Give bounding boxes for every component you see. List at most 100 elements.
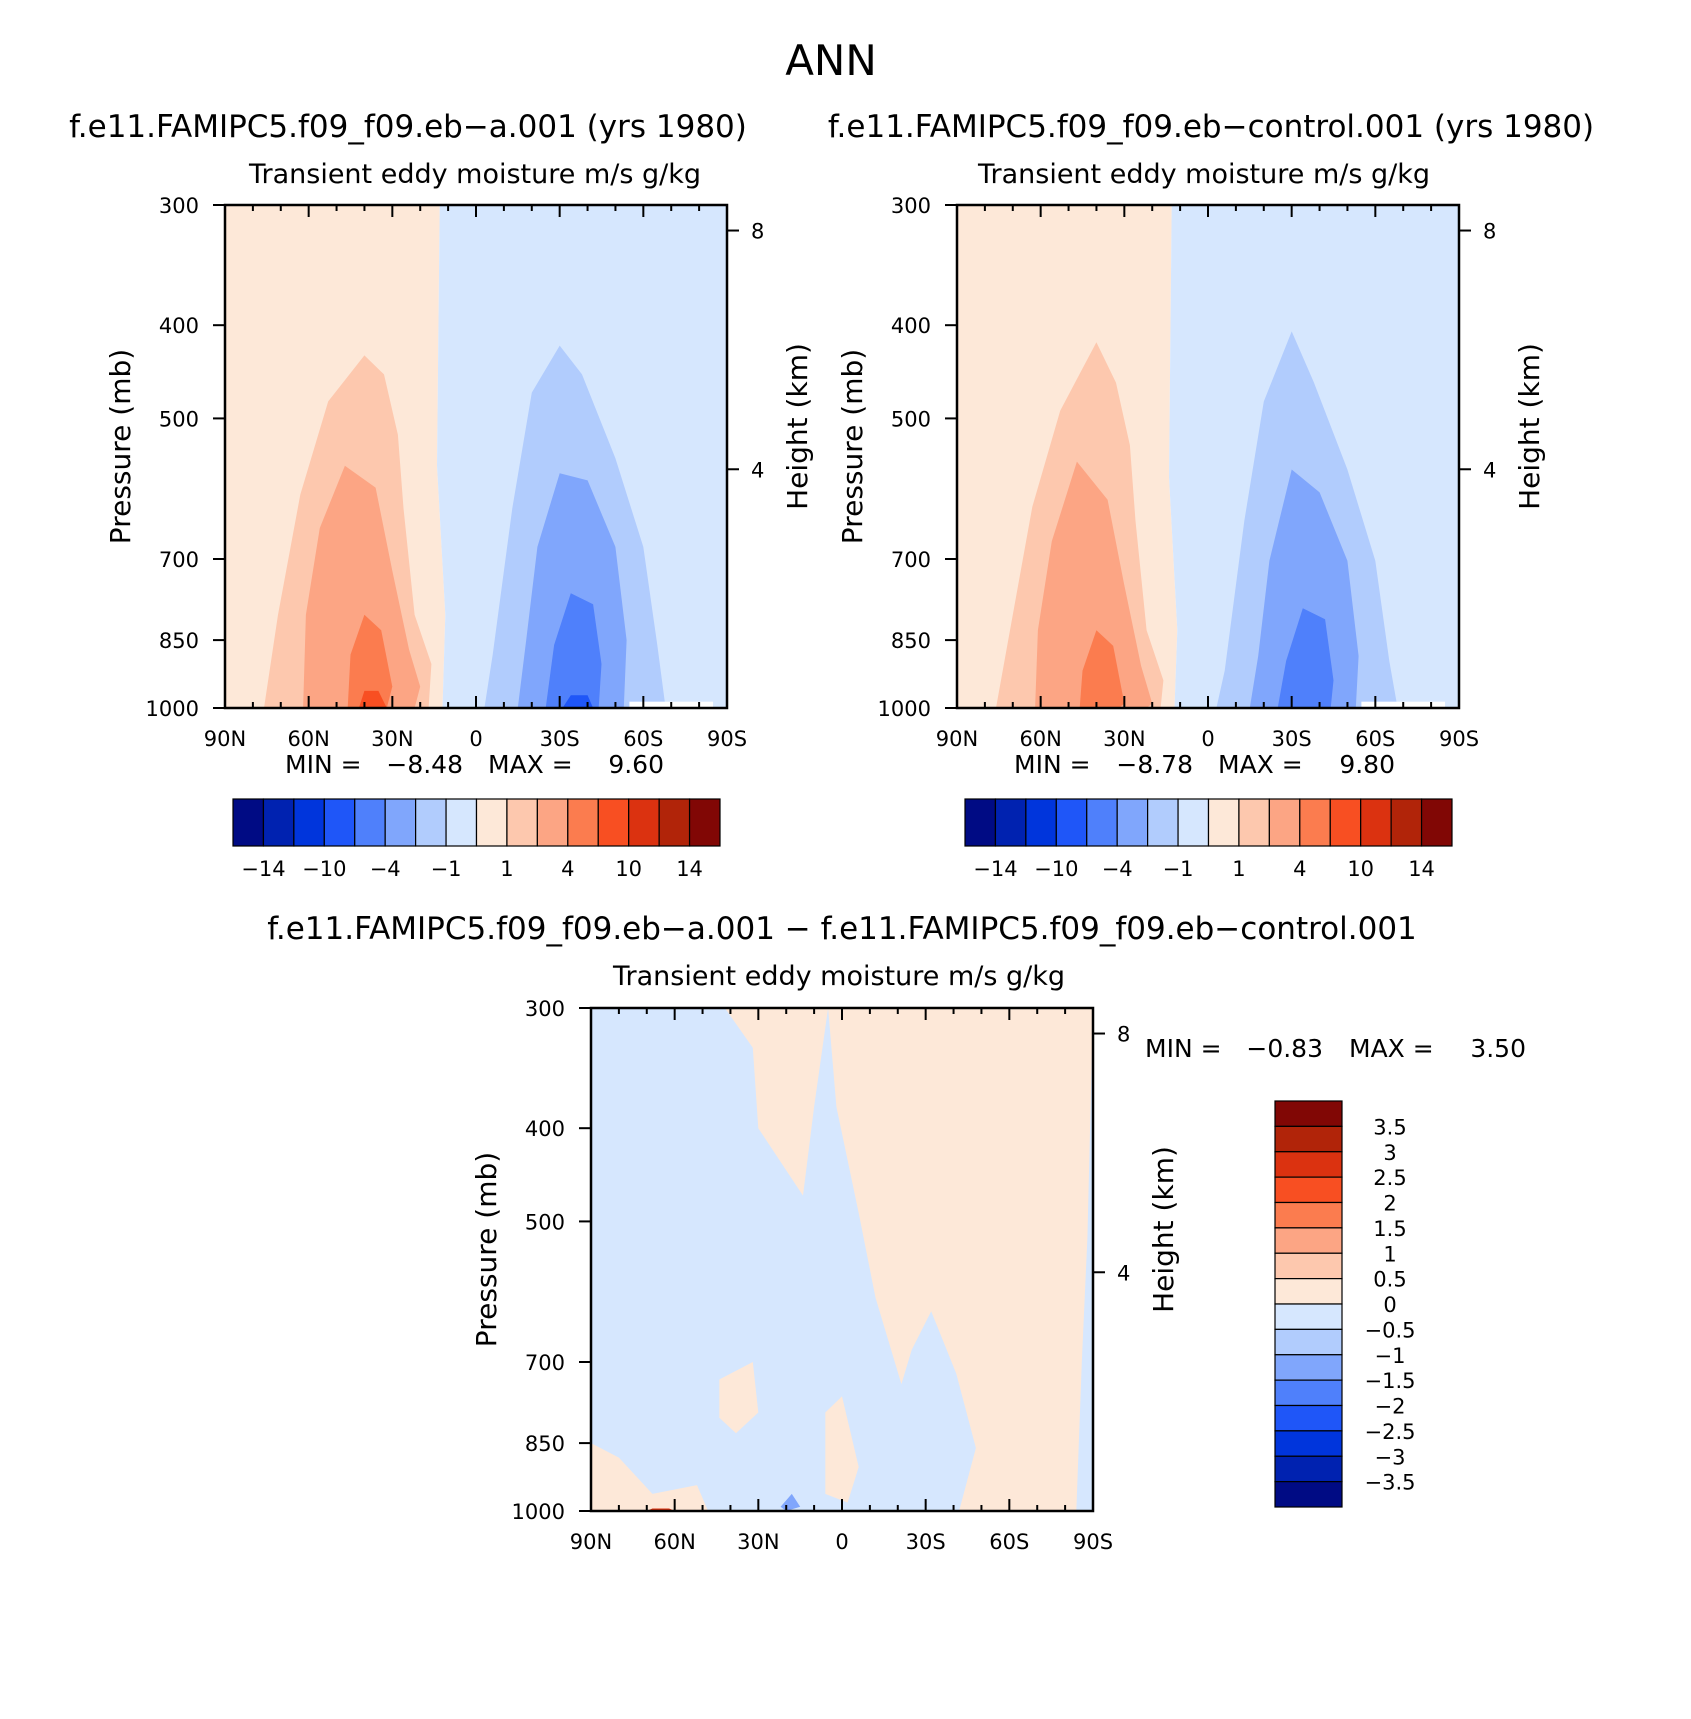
- difference-colorbar-swatch: [1274, 1227, 1343, 1254]
- difference-colorbar-swatch: [1274, 1404, 1343, 1432]
- case-colorbar-swatch: [628, 798, 660, 847]
- difference-colorbar-swatch: [1274, 1151, 1343, 1178]
- case-colorbar-swatch: [445, 798, 478, 847]
- difference-colorbar-label: −3: [1375, 1445, 1406, 1469]
- control-contour-region: [1249, 469, 1359, 708]
- control-colorbar: −14 −10 −4 −1 1 4 10 14: [964, 798, 1453, 881]
- case-colorbar-label: −14: [241, 857, 285, 881]
- case-colorbar-swatch: [475, 798, 508, 847]
- control-x-tick-label: 90N: [936, 727, 978, 751]
- control-colorbar-swatch: [1147, 798, 1179, 847]
- control-y-tick-label: 1000: [878, 697, 931, 721]
- difference-colorbar-label: −2: [1375, 1395, 1406, 1419]
- case-colorbar-label: 4: [561, 857, 574, 881]
- case-colorbar-swatch: [658, 798, 691, 847]
- difference-subtitle: Transient eddy moisture m/s g/kg: [612, 961, 1065, 992]
- case-y-right-tick-label: 8: [751, 220, 764, 244]
- difference-contour-region: [724, 1008, 829, 1196]
- case-y-tick-label: 700: [159, 548, 199, 572]
- difference-colorbar-label: 2: [1383, 1192, 1396, 1216]
- difference-colorbar-label: 3: [1383, 1141, 1396, 1165]
- case-contour-region: [347, 614, 393, 708]
- difference-plot-area: 90N 60N 30N 0 30S 60S 90S 300 400 500 700 850 1000 8 4…: [470, 997, 1180, 1554]
- case-colorbar-label: 14: [676, 857, 703, 881]
- control-plot-area: 90N 60N 30N 0 30S 60S 90S 300 400 500 700 850 1000 8 4…: [836, 194, 1546, 751]
- difference-y-tick-label: 1000: [512, 1500, 565, 1524]
- case-min-value: −8.48: [386, 750, 463, 779]
- difference-colorbar-swatch: [1274, 1100, 1343, 1127]
- case-colorbar-swatch: [597, 798, 630, 847]
- control-colorbar-swatch: [1390, 798, 1423, 847]
- control-colorbar-label: −1: [1163, 857, 1194, 881]
- control-colorbar-swatch: [1329, 798, 1362, 847]
- control-max-label: MAX =: [1218, 750, 1303, 779]
- difference-contour-region: [828, 1008, 1093, 1511]
- case-y-tick-label: 400: [159, 314, 199, 338]
- case-colorbar-swatch: [567, 798, 599, 847]
- case-y-tick-label: 1000: [146, 697, 199, 721]
- case-y-right-axis-label: Height (km): [781, 343, 814, 510]
- case-title: f.e11.FAMIPC5.f09_f09.eb−a.001 (yrs 1980…: [69, 109, 747, 145]
- control-panel: f.e11.FAMIPC5.f09_f09.eb−control.001 (yr…: [828, 109, 1594, 881]
- case-colorbar-swatch: [293, 798, 325, 847]
- case-x-tick-label: 90N: [204, 727, 246, 751]
- case-colorbar-swatch: [384, 798, 417, 847]
- control-title: f.e11.FAMIPC5.f09_f09.eb−control.001 (yr…: [828, 109, 1594, 145]
- difference-colorbar-swatch: [1274, 1379, 1343, 1407]
- control-colorbar-swatch: [1177, 798, 1210, 847]
- case-y-axis-label: Pressure (mb): [104, 349, 137, 544]
- difference-y-tick-label: 400: [525, 1117, 565, 1141]
- difference-colorbar-swatch: [1274, 1176, 1343, 1204]
- difference-contour-region: [719, 1362, 759, 1434]
- control-colorbar-swatch: [1420, 798, 1453, 847]
- case-subtitle: Transient eddy moisture m/s g/kg: [248, 159, 701, 190]
- case-colorbar-swatch: [506, 798, 538, 847]
- case-colorbar-swatch: [688, 798, 721, 847]
- difference-colorbar-label: 2.5: [1373, 1166, 1406, 1190]
- control-y-tick-label: 300: [891, 194, 931, 218]
- case-colorbar-swatch: [415, 798, 447, 847]
- control-subtitle: Transient eddy moisture m/s g/kg: [977, 159, 1430, 190]
- case-colorbar-swatch: [323, 798, 356, 847]
- difference-y-tick-label: 700: [525, 1351, 565, 1375]
- difference-colorbar-swatch: [1274, 1125, 1343, 1153]
- difference-x-tick-label: 30N: [737, 1530, 779, 1554]
- case-colorbar-swatch: [536, 798, 569, 847]
- control-contour-region: [1035, 461, 1153, 708]
- case-x-tick-label: 60N: [287, 727, 329, 751]
- difference-contour-region: [897, 1311, 976, 1511]
- difference-max-label: MAX =: [1349, 1034, 1434, 1063]
- case-max-value: 9.60: [608, 750, 664, 779]
- control-y-tick-label: 400: [891, 314, 931, 338]
- difference-colorbar-swatch: [1274, 1328, 1343, 1356]
- control-colorbar-swatch: [1116, 798, 1149, 847]
- difference-colorbar-swatch: [1274, 1201, 1343, 1229]
- control-x-tick-label: 0: [1201, 727, 1214, 751]
- case-x-tick-label: 90S: [707, 727, 747, 751]
- difference-colorbar-label: −2.5: [1365, 1420, 1416, 1444]
- case-contour-region: [303, 465, 421, 708]
- control-colorbar-label: −4: [1102, 857, 1133, 881]
- difference-colorbar-label: −1.5: [1365, 1369, 1416, 1393]
- difference-colorbar-label: −0.5: [1365, 1318, 1416, 1342]
- case-plot-area: 90N 60N 30N 0 30S 60S 90S 300 400 500 700 850 1000 8 4…: [104, 194, 814, 751]
- difference-colorbar-swatch: [1274, 1354, 1343, 1381]
- difference-colorbar-swatch: [1274, 1455, 1343, 1483]
- difference-colorbar-label: 0: [1383, 1293, 1396, 1317]
- case-colorbar-label: −10: [302, 857, 346, 881]
- difference-y-tick-label: 850: [525, 1432, 565, 1456]
- difference-y-tick-label: 500: [525, 1210, 565, 1234]
- case-colorbar-label: −4: [370, 857, 401, 881]
- control-x-tick-label: 60S: [1355, 727, 1395, 751]
- difference-y-right-tick-label: 8: [1117, 1023, 1130, 1047]
- control-y-tick-label: 850: [891, 629, 931, 653]
- control-colorbar-label: −14: [973, 857, 1017, 881]
- difference-x-tick-label: 60N: [653, 1530, 695, 1554]
- control-colorbar-swatch: [1238, 798, 1270, 847]
- difference-colorbar-label: 3.5: [1373, 1115, 1406, 1139]
- difference-max-value: 3.50: [1470, 1034, 1526, 1063]
- control-colorbar-label: −10: [1034, 857, 1078, 881]
- control-y-axis-label: Pressure (mb): [836, 349, 869, 544]
- difference-min-label: MIN =: [1145, 1034, 1222, 1063]
- control-colorbar-label: 10: [1347, 857, 1374, 881]
